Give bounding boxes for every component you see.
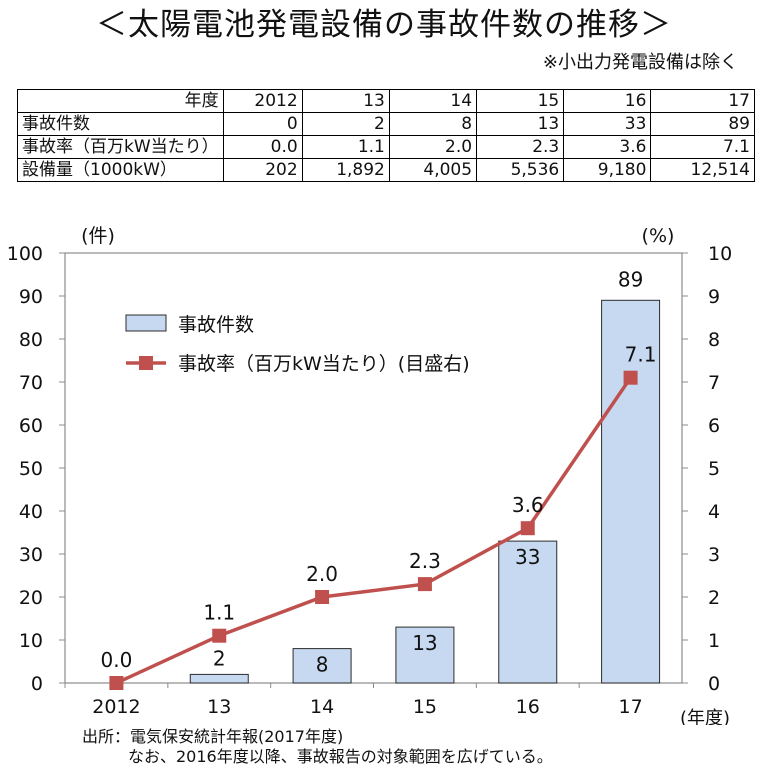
table-cell: 1.1: [301, 135, 390, 159]
table-cell: 202: [222, 158, 303, 182]
left-tick-label: 10: [19, 630, 43, 652]
left-tick-label: 70: [19, 372, 43, 394]
title-note: ※小出力発電設備は除く: [542, 52, 738, 73]
rate-line: [115, 376, 633, 685]
right-tick-label: 3: [708, 544, 720, 566]
table-row-label: 設備量（1000kW）: [17, 158, 224, 182]
rate-value-label: 2.3: [409, 549, 441, 573]
right-tick-label: 10: [708, 243, 732, 265]
legend-bar-label: 事故件数: [178, 314, 254, 336]
rate-marker: [520, 521, 535, 536]
left-tick-label: 30: [19, 544, 43, 566]
table-cell: 7.1: [650, 135, 755, 159]
left-tick-label: 60: [19, 415, 43, 437]
rate-marker: [212, 628, 227, 643]
table-cell: 4,005: [388, 158, 478, 182]
bar-value-label: 2: [213, 646, 226, 670]
right-axis-unit: (%): [642, 225, 675, 247]
table-header-year: 17: [650, 89, 755, 113]
bar-value-label: 89: [618, 267, 643, 291]
left-tick-label: 100: [7, 243, 43, 265]
table-cell: 2.3: [476, 135, 565, 159]
legend-line-label: 事故率（百万kW当たり）(目盛右): [178, 353, 470, 375]
table-row: 設備量（1000kW） 202 1,892 4,005 5,536 9,180 …: [17, 158, 755, 182]
table-cell: 12,514: [650, 158, 755, 182]
left-tick-label: 90: [19, 286, 43, 308]
bar-value-label: 33: [515, 545, 540, 569]
bar: [189, 673, 249, 684]
right-tick-label: 8: [708, 329, 720, 351]
right-tick-label: 4: [708, 501, 720, 523]
bar: [498, 540, 558, 684]
table-header-year: 15: [476, 89, 565, 113]
table-cell: 1,892: [301, 158, 390, 182]
right-tick-label: 9: [708, 286, 720, 308]
table-header-row: 年度 2012 13 14 15 16 17: [17, 89, 755, 113]
right-tick-label: 2: [708, 587, 720, 609]
bar: [601, 299, 661, 684]
rate-marker: [109, 676, 124, 690]
x-tick-label: 2012: [92, 696, 140, 718]
left-tick-label: 40: [19, 501, 43, 523]
table-cell: 0: [222, 112, 303, 136]
table-cell: 13: [476, 112, 565, 136]
table-cell: 0.0: [222, 135, 303, 159]
table-cell: 2: [301, 112, 390, 136]
legend-bar-swatch: [125, 314, 167, 332]
rate-value-label: 0.0: [101, 648, 133, 672]
bar-value-label: 13: [412, 631, 437, 655]
rate-value-label: 7.1: [625, 343, 657, 367]
table-cell: 5,536: [476, 158, 565, 182]
chart-title: ＜太陽電池発電設備の事故件数の推移＞: [96, 7, 672, 43]
left-axis-unit: (件): [81, 225, 115, 247]
table-cell: 9,180: [563, 158, 652, 182]
rate-marker: [315, 590, 330, 604]
source-note-2: なお、2016年度以降、事故報告の対象範囲を広げている。: [128, 747, 553, 766]
table-row: 事故件数 0 2 8 13 33 89: [17, 112, 755, 136]
source-note: 出所：電気保安統計年報(2017年度): [82, 727, 344, 746]
table-header-year: 14: [388, 89, 478, 113]
table-header-label: 年度: [17, 89, 224, 113]
right-tick-label: 7: [708, 372, 720, 394]
x-tick-label: 17: [618, 696, 642, 718]
table-header-year: 13: [301, 89, 390, 113]
data-table: 年度 2012 13 14 15 16 17 事故件数 0 2 8 13 33 …: [17, 89, 755, 182]
table-row-label: 事故率（百万kW当たり）: [17, 135, 224, 159]
x-axis-unit: (年度): [680, 708, 730, 725]
table-cell: 8: [388, 112, 478, 136]
bar-value-label: 8: [316, 653, 329, 677]
right-tick-label: 0: [708, 673, 720, 695]
bar: [395, 626, 455, 684]
table-header-year: 2012: [222, 89, 303, 113]
rate-value-label: 2.0: [306, 562, 338, 586]
rate-value-label: 1.1: [203, 601, 235, 625]
table-cell: 33: [563, 112, 652, 136]
rate-marker: [417, 577, 432, 592]
right-tick-label: 6: [708, 415, 720, 437]
right-tick-label: 1: [708, 630, 720, 652]
legend-line-marker: [139, 356, 153, 370]
x-tick-label: 13: [207, 696, 231, 718]
table-cell: 3.6: [563, 135, 652, 159]
table-row: 事故率（百万kW当たり） 0.0 1.1 2.0 2.3 3.6 7.1: [17, 135, 755, 159]
left-tick-label: 0: [31, 673, 43, 695]
table-header-year: 16: [563, 89, 652, 113]
left-tick-label: 50: [19, 458, 43, 480]
table-cell: 89: [650, 112, 755, 136]
x-tick-label: 15: [413, 696, 437, 718]
x-tick-label: 14: [310, 696, 334, 718]
table-cell: 2.0: [388, 135, 478, 159]
left-tick-label: 80: [19, 329, 43, 351]
bar: [292, 648, 352, 684]
rate-value-label: 3.6: [512, 493, 544, 517]
rate-marker: [623, 370, 638, 385]
table-row-label: 事故件数: [17, 112, 224, 136]
x-tick-label: 16: [516, 696, 540, 718]
left-tick-label: 20: [19, 587, 43, 609]
right-tick-label: 5: [708, 458, 720, 480]
